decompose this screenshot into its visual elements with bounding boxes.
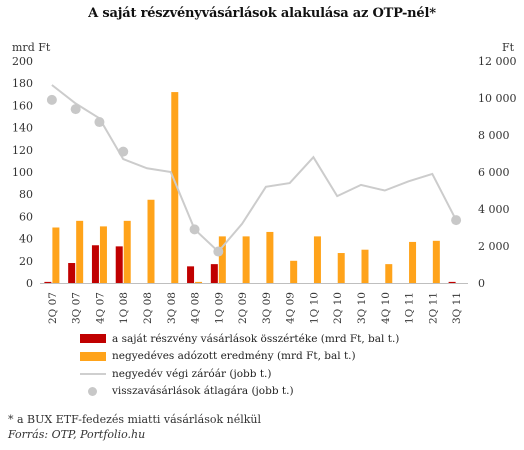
x-tick-label: 1Q 10 bbox=[308, 292, 320, 324]
dot-avg-price bbox=[70, 104, 81, 115]
bar-profit bbox=[409, 241, 417, 283]
left-tick-label: 80 bbox=[19, 188, 33, 201]
dot-avg-price bbox=[451, 215, 462, 226]
x-tick-label: 3Q 09 bbox=[261, 292, 273, 324]
x-tick-label: 2Q 11 bbox=[427, 292, 439, 324]
legend-label-buyback: a saját részvény vásárlások összértéke (… bbox=[112, 332, 400, 345]
left-tick-label: 140 bbox=[12, 122, 33, 135]
left-tick-label: 60 bbox=[19, 210, 33, 223]
bar-profit bbox=[313, 236, 321, 283]
x-tick-label: 4Q 08 bbox=[190, 292, 202, 324]
bar-profit bbox=[218, 236, 226, 283]
left-tick-label: 100 bbox=[12, 166, 33, 179]
bar-profit bbox=[76, 220, 84, 283]
legend-item-avg: visszavásárlások átlagára (jobb t.) bbox=[80, 383, 399, 401]
left-tick-label: 0 bbox=[26, 277, 33, 290]
x-tick-label: 4Q 10 bbox=[380, 292, 392, 324]
legend-label-avg: visszavásárlások átlagára (jobb t.) bbox=[112, 385, 294, 398]
legend-swatch-avg bbox=[88, 386, 97, 396]
x-tick-label: 1Q 09 bbox=[213, 292, 225, 324]
x-tick-label: 2Q 07 bbox=[47, 292, 59, 324]
source-note: Forrás: OTP, Portfolio.hu bbox=[8, 428, 146, 441]
legend-item-buyback: a saját részvény vásárlások összértéke (… bbox=[80, 330, 399, 348]
x-tick-label: 1Q 08 bbox=[118, 292, 130, 324]
x-tick-label: 1Q 11 bbox=[404, 292, 416, 324]
legend-swatch-buyback bbox=[80, 334, 106, 344]
x-tick-label: 2Q 10 bbox=[332, 292, 344, 324]
chart-legend: a saját részvény vásárlások összértéke (… bbox=[80, 330, 399, 400]
dot-avg-price bbox=[94, 117, 105, 128]
left-tick-label: 120 bbox=[12, 144, 33, 157]
right-axis-unit: Ft bbox=[502, 41, 515, 54]
right-tick-label: 8 000 bbox=[478, 129, 510, 142]
bar-profit bbox=[195, 281, 203, 283]
bar-profit bbox=[432, 240, 440, 283]
footnote: * a BUX ETF-fedezés miatti vásárlások né… bbox=[8, 413, 262, 426]
legend-item-profit: negyedéves adózott eredmény (mrd Ft, bal… bbox=[80, 348, 399, 366]
bar-buyback bbox=[44, 281, 52, 283]
bar-buyback bbox=[210, 264, 218, 283]
bar-buyback bbox=[115, 246, 123, 283]
x-tick-label: 4Q 09 bbox=[285, 292, 297, 324]
x-tick-label: 3Q 10 bbox=[356, 292, 368, 324]
bar-profit bbox=[99, 226, 107, 283]
bar-buyback bbox=[91, 245, 99, 283]
bar-buyback bbox=[187, 266, 195, 283]
bar-profit bbox=[171, 92, 179, 283]
right-tick-label: 6 000 bbox=[478, 166, 510, 179]
left-tick-label: 160 bbox=[12, 99, 33, 112]
right-tick-label: 4 000 bbox=[478, 203, 510, 216]
bar-profit bbox=[385, 264, 393, 283]
dot-avg-price bbox=[189, 224, 200, 235]
left-tick-label: 200 bbox=[12, 55, 33, 68]
left-tick-label: 180 bbox=[12, 77, 33, 90]
bar-profit bbox=[147, 199, 155, 283]
x-tick-label: 3Q 08 bbox=[166, 292, 178, 324]
right-tick-label: 10 000 bbox=[478, 92, 517, 105]
bar-profit bbox=[123, 220, 131, 283]
chart-title: A saját részvényvásárlások alakulása az … bbox=[88, 6, 436, 21]
legend-swatch-price bbox=[80, 372, 106, 375]
bar-profit bbox=[337, 253, 345, 283]
bar-profit bbox=[290, 260, 298, 283]
legend-label-profit: negyedéves adózott eredmény (mrd Ft, bal… bbox=[112, 350, 356, 363]
chart-plot: mrd Ft Ft 0 20 40 60 80 100 120 140 160 180 200 0 2 00… bbox=[12, 41, 517, 324]
bar-buyback bbox=[448, 281, 456, 283]
dot-avg-price bbox=[46, 94, 57, 105]
bar-profit bbox=[266, 231, 274, 283]
line-closing-price bbox=[51, 84, 457, 254]
legend-item-price: negyedév végi záróár (jobb t.) bbox=[80, 365, 399, 383]
right-tick-label: 12 000 bbox=[478, 55, 517, 68]
x-tick-label: 3Q 07 bbox=[71, 292, 83, 324]
x-tick-label: 4Q 07 bbox=[94, 292, 106, 324]
x-tick-label: 2Q 08 bbox=[142, 292, 154, 324]
dot-avg-price bbox=[118, 146, 129, 157]
right-tick-label: 0 bbox=[478, 277, 485, 290]
bar-profit bbox=[52, 227, 60, 283]
left-tick-label: 40 bbox=[19, 233, 33, 246]
bar-profit bbox=[361, 249, 369, 283]
legend-swatch-profit bbox=[80, 351, 106, 361]
x-tick-label: 3Q 11 bbox=[451, 292, 463, 324]
left-tick-label: 20 bbox=[19, 255, 33, 268]
legend-label-price: negyedév végi záróár (jobb t.) bbox=[112, 367, 272, 380]
dot-avg-price bbox=[213, 246, 224, 257]
bar-profit bbox=[242, 236, 250, 283]
x-tick-label: 2Q 09 bbox=[237, 292, 249, 324]
right-tick-label: 2 000 bbox=[478, 240, 510, 253]
bar-buyback bbox=[68, 263, 76, 283]
left-axis-unit: mrd Ft bbox=[12, 41, 51, 54]
